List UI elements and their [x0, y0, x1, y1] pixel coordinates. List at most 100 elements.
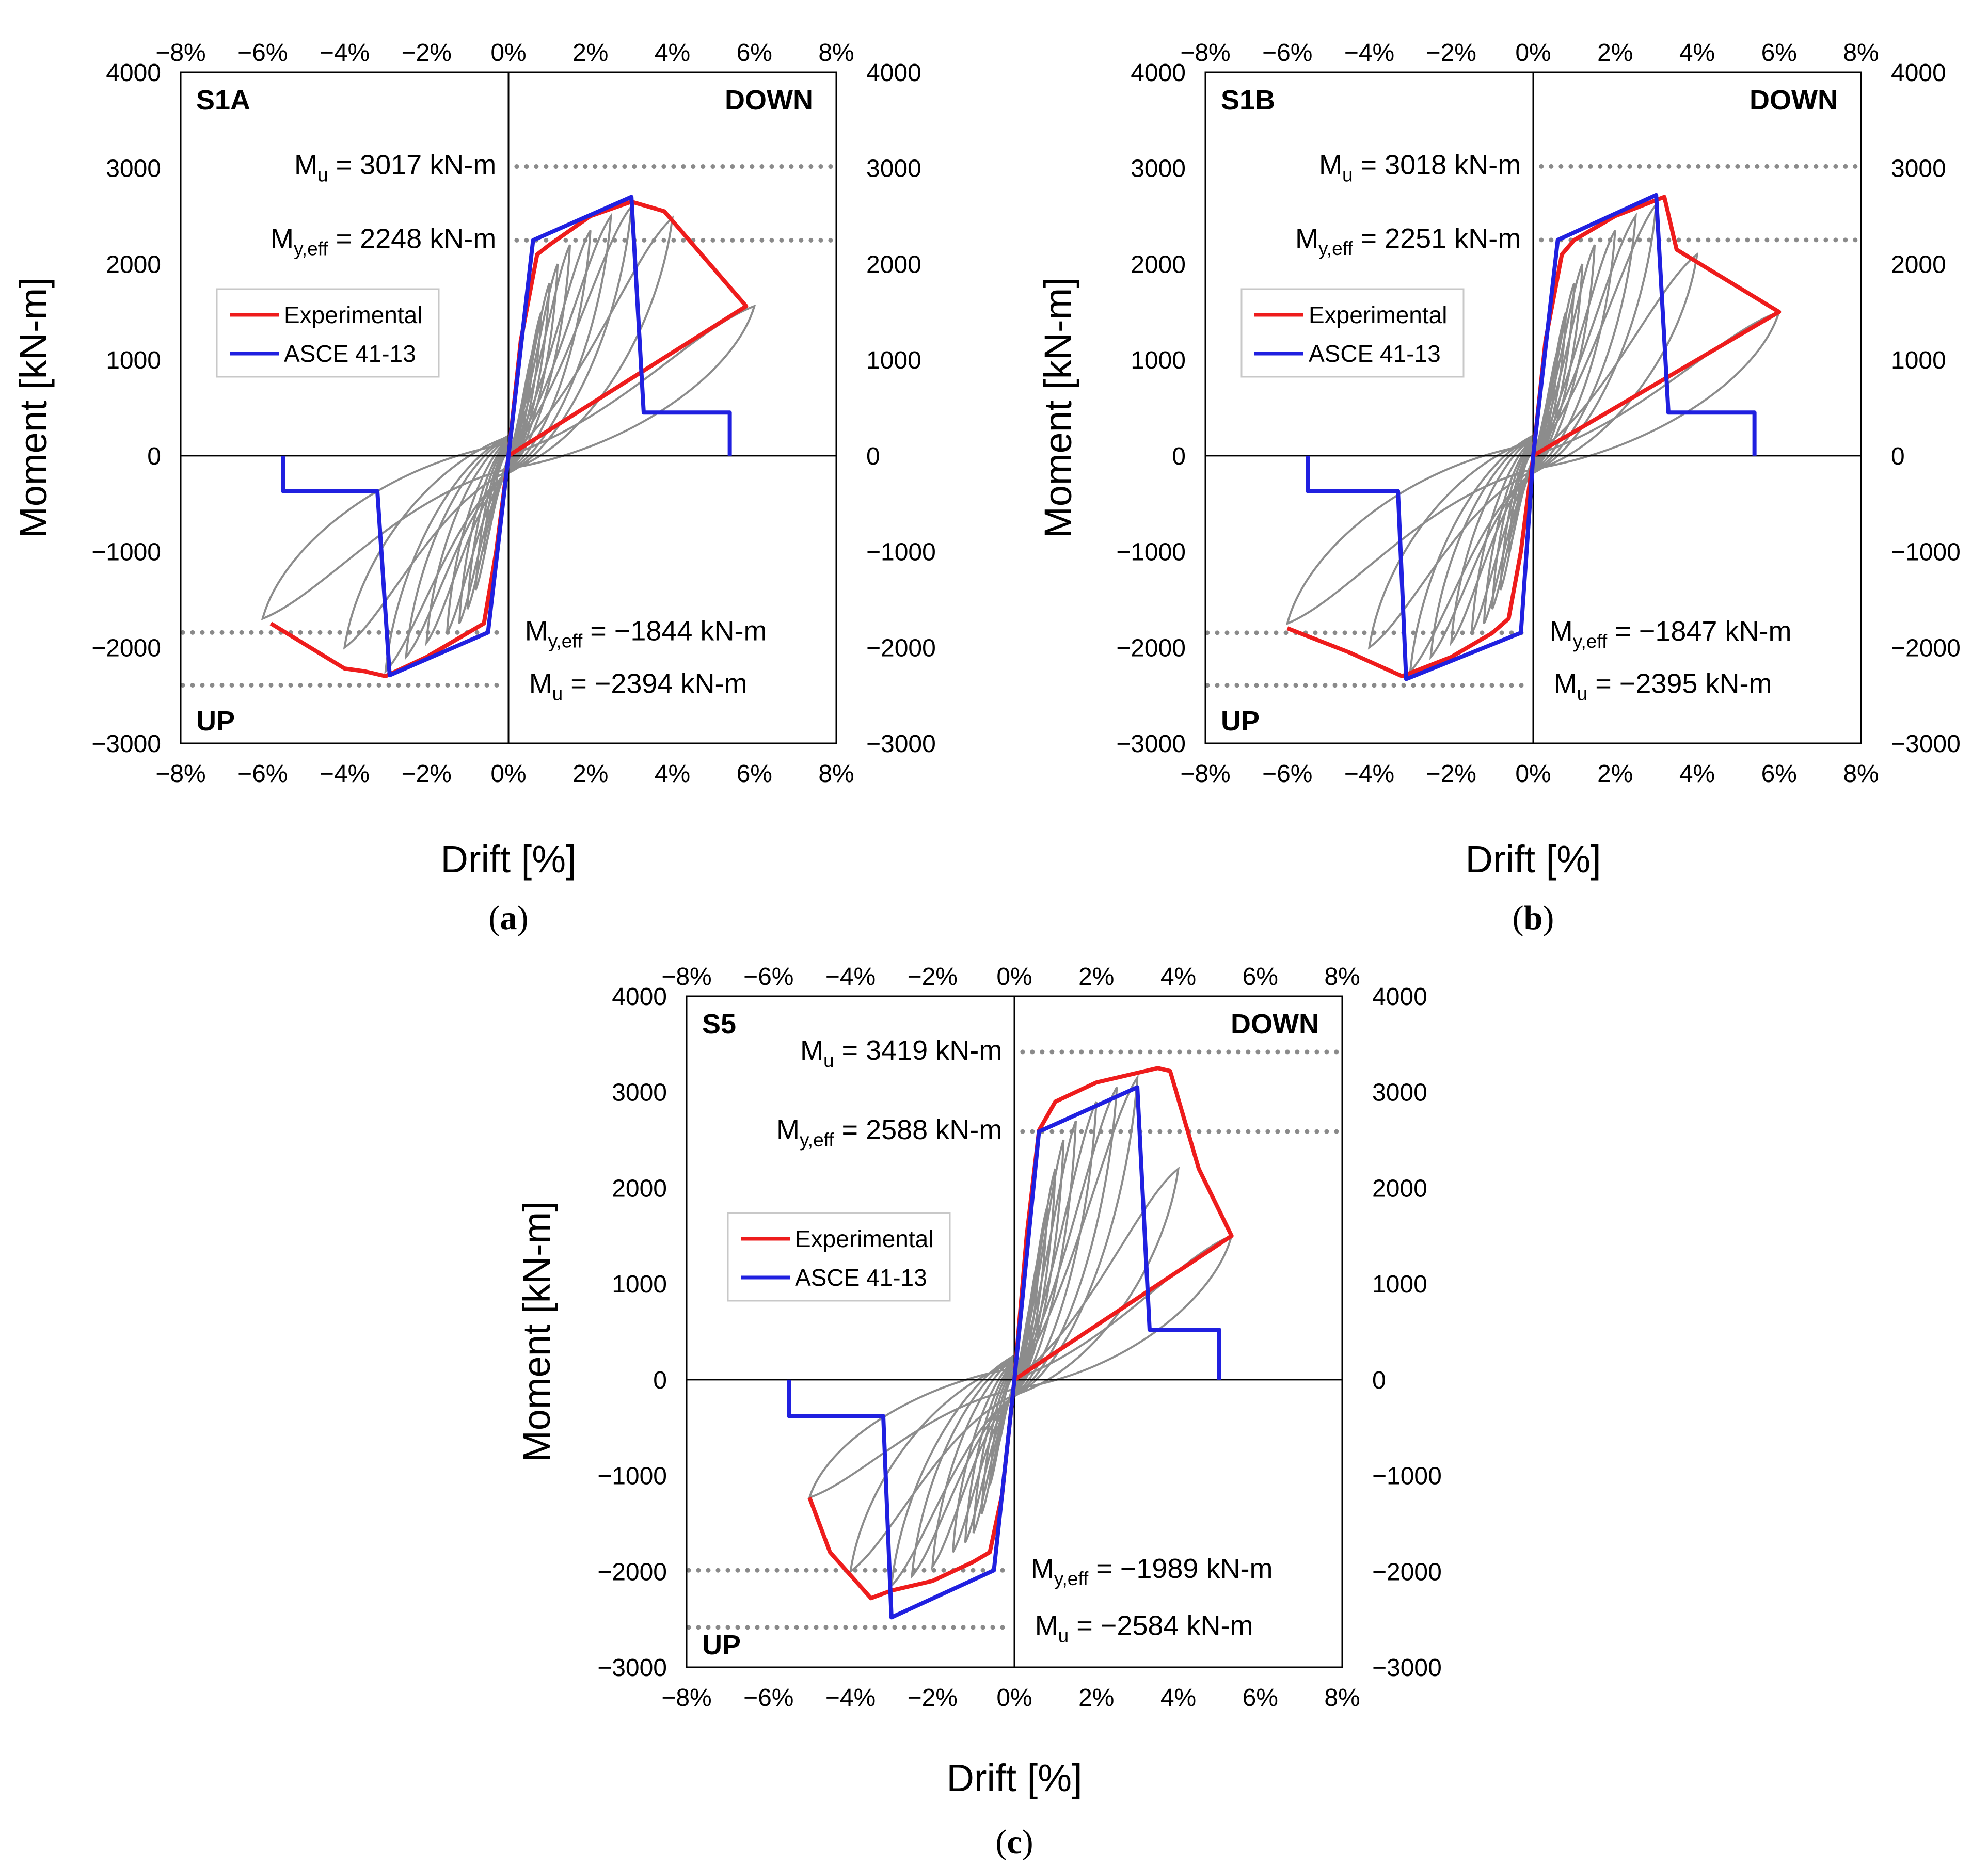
y-tick-label-right: 0: [1891, 443, 1905, 470]
x-tick-label-bottom: 4%: [1679, 760, 1715, 788]
x-tick-label-top: 4%: [1679, 39, 1715, 67]
x-tick-label-top: −6%: [1262, 39, 1312, 67]
legend-box: [1240, 288, 1465, 378]
legend: Experimental ASCE 41-13: [216, 288, 440, 378]
x-tick-label-top: 8%: [1324, 963, 1360, 991]
y-tick-label-right: −1000: [866, 539, 936, 566]
y-tick-label-right: 1000: [866, 347, 921, 374]
experimental-envelope: [807, 1066, 1234, 1601]
x-tick-label-bottom: −4%: [1344, 760, 1394, 788]
mu-negative-annotation: Mu = −2584 kN-m: [1035, 1610, 1253, 1647]
panel-caption: (a): [489, 899, 529, 937]
x-tick-label-top: 0%: [1515, 39, 1551, 67]
specimen-label: S1A: [196, 85, 250, 116]
plot-frame: [1204, 71, 1862, 744]
y-tick-label-left: 1000: [1131, 347, 1186, 374]
x-tick-label-top: −6%: [743, 963, 793, 991]
y-tick-label-right: 2000: [1891, 251, 1946, 278]
y-tick-label-right: 4000: [866, 59, 921, 87]
panel-caption: (b): [1513, 899, 1554, 937]
y-tick-label-right: 0: [866, 443, 880, 470]
data-series: [1286, 193, 1782, 681]
y-tick-label-left: 4000: [1131, 59, 1186, 87]
x-axis-title: Drift [%]: [1465, 838, 1601, 881]
legend-box: [727, 1212, 951, 1302]
x-tick-label-top: −4%: [825, 963, 876, 991]
y-tick-label-left: 0: [147, 443, 161, 470]
y-tick-label-left: 3000: [1131, 155, 1186, 183]
x-tick-label-bottom: 4%: [655, 760, 690, 788]
hysteresis-loop: [890, 1074, 1139, 1589]
y-axis-title: Moment [kN-m]: [1037, 277, 1079, 538]
tick-labels: −8% −8% −6% −6% −4% −4% −2% −2% 0% 0% 2% 2% 4% 4% 6% 6%…: [1116, 39, 1961, 788]
y-tick-label-left: −3000: [91, 730, 161, 758]
y-axis-title: Moment [kN-m]: [515, 1201, 558, 1462]
x-tick-label-bottom: 6%: [1243, 1684, 1278, 1712]
x-tick-label-top: 8%: [1843, 39, 1879, 67]
x-tick-label-bottom: −2%: [908, 1684, 958, 1712]
y-tick-label-left: 4000: [612, 983, 667, 1011]
down-label: DOWN: [1231, 1009, 1319, 1040]
down-label: DOWN: [725, 85, 813, 116]
my-positive-annotation: My,eff = 2251 kN-m: [1295, 223, 1521, 259]
hysteresis-loop: [910, 1087, 1118, 1579]
x-tick-label-top: −4%: [1344, 39, 1394, 67]
hysteresis-loop: [980, 1206, 1048, 1514]
hysteresis-loop: [951, 1120, 1077, 1553]
mu-positive-annotation: Mu = 3419 kN-m: [800, 1035, 1002, 1071]
x-axis-title: Drift [%]: [440, 838, 576, 881]
x-tick-label-top: −6%: [237, 39, 288, 67]
x-tick-label-bottom: 8%: [1843, 760, 1879, 788]
x-tick-label-bottom: 0%: [1515, 760, 1551, 788]
x-axis-title: Drift [%]: [946, 1757, 1082, 1799]
y-tick-label-left: −1000: [91, 539, 161, 566]
x-tick-label-top: −8%: [155, 39, 205, 67]
x-tick-label-bottom: 6%: [1761, 760, 1797, 788]
legend-label-experimental: Experimental: [284, 301, 422, 328]
hysteresis-loop: [384, 203, 633, 675]
tick-labels: −8% −8% −6% −6% −4% −4% −2% −2% 0% 0% 2% 2% 4% 4% 6% 6%…: [597, 963, 1442, 1712]
mu-negative-annotation: Mu = −2395 kN-m: [1554, 668, 1772, 705]
y-tick-label-right: 2000: [1372, 1175, 1427, 1202]
y-tick-label-left: 2000: [106, 251, 161, 278]
x-tick-label-top: 4%: [1160, 963, 1196, 991]
y-tick-label-right: −3000: [1372, 1654, 1442, 1682]
y-tick-label-left: −1000: [597, 1463, 667, 1490]
y-tick-label-right: 0: [1372, 1367, 1386, 1394]
x-tick-label-top: 6%: [737, 39, 772, 67]
y-tick-label-left: 1000: [106, 347, 161, 374]
legend-box: [216, 288, 440, 378]
y-tick-label-right: 4000: [1372, 983, 1427, 1011]
hysteresis-loop: [964, 1139, 1065, 1543]
x-tick-label-bottom: −8%: [155, 760, 205, 788]
asce-41-13-backbone: [787, 1085, 1221, 1620]
experimental-envelope: [1286, 195, 1782, 678]
x-tick-label-bottom: −4%: [825, 1684, 876, 1712]
y-tick-label-right: 3000: [866, 155, 921, 183]
x-tick-label-bottom: 2%: [572, 760, 608, 788]
down-label: DOWN: [1750, 85, 1838, 116]
y-tick-label-left: −3000: [597, 1654, 667, 1682]
data-series: [787, 1066, 1234, 1620]
chart-panel-c: −8% −8% −6% −6% −4% −4% −2% −2% 0% 0% 2% 2% 4% 4% 6% 6%…: [515, 963, 1442, 1861]
my-positive-annotation: My,eff = 2588 kN-m: [776, 1114, 1002, 1151]
x-tick-label-top: −8%: [661, 963, 711, 991]
x-tick-label-top: 4%: [655, 39, 690, 67]
y-tick-label-left: 3000: [612, 1079, 667, 1107]
x-tick-label-bottom: 2%: [1078, 1684, 1114, 1712]
x-tick-label-bottom: −6%: [237, 760, 288, 788]
x-tick-label-bottom: 8%: [1324, 1684, 1360, 1712]
y-tick-label-right: −3000: [1891, 730, 1961, 758]
chart-panel-b: −8% −8% −6% −6% −4% −4% −2% −2% 0% 0% 2% 2% 4% 4% 6% 6%…: [1037, 39, 1961, 937]
y-tick-label-right: −2000: [1372, 1558, 1442, 1586]
x-tick-label-top: 0%: [490, 39, 526, 67]
hysteresis-loops: [261, 203, 756, 675]
y-tick-label-left: 3000: [106, 155, 161, 183]
mu-positive-annotation: Mu = 3017 kN-m: [294, 150, 496, 186]
legend: Experimental ASCE 41-13: [1240, 288, 1465, 378]
x-tick-label-top: 6%: [1761, 39, 1797, 67]
mu-negative-annotation: Mu = −2394 kN-m: [529, 668, 748, 704]
y-tick-label-left: 2000: [1131, 251, 1186, 278]
y-tick-label-right: −2000: [1891, 634, 1961, 662]
